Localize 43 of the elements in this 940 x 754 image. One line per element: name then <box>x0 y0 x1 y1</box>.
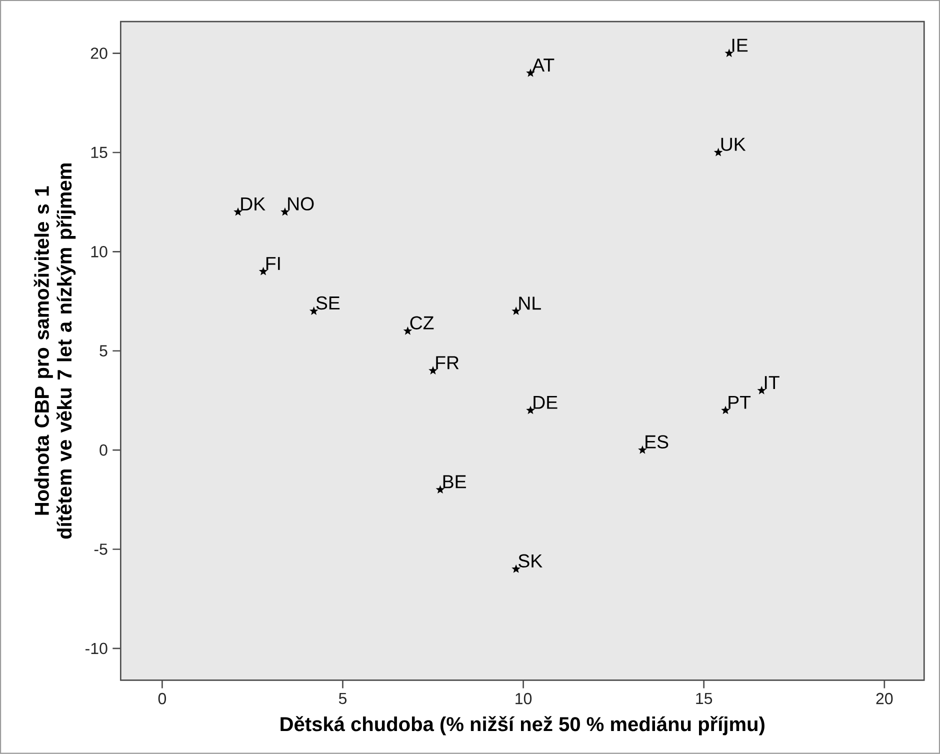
y-tick-label: -5 <box>94 544 108 555</box>
series-label: SE <box>316 296 340 310</box>
point <box>258 266 268 276</box>
point <box>234 207 242 216</box>
x-tick-label: 0 <box>158 693 166 704</box>
point <box>512 306 521 316</box>
point <box>309 306 318 316</box>
point <box>638 445 647 454</box>
y-tick-label: 10 <box>91 246 108 258</box>
series-label: PT <box>728 396 751 409</box>
point <box>526 406 535 414</box>
x-tick-label: 5 <box>338 693 347 704</box>
x-axis-title: Dětská chudoba (% nižší než 50 % mediánu příjmu) <box>280 716 764 736</box>
series-label: NO <box>288 197 314 210</box>
x-tick-label: 15 <box>696 693 712 704</box>
x-tick-label: 20 <box>876 693 893 704</box>
series-label: ES <box>646 435 668 449</box>
series-label: DE <box>534 396 558 409</box>
point <box>757 386 766 394</box>
series-label: AT <box>532 58 554 72</box>
y-tick-label: 20 <box>90 48 108 60</box>
y-tick-label: -10 <box>85 642 108 654</box>
point <box>714 148 723 156</box>
series-label: FR <box>436 356 459 370</box>
x-tick-label: 10 <box>516 693 532 704</box>
series-label: IT <box>764 376 780 390</box>
series-label: BE <box>443 475 466 488</box>
y-tick-label: 5 <box>100 345 108 357</box>
series-label: CZ <box>410 316 434 330</box>
series-label: NL <box>519 296 541 310</box>
series-label: FI <box>266 257 280 270</box>
y-tick-label: 0 <box>100 444 108 456</box>
series-label: SK <box>518 554 542 568</box>
series-label: IE <box>732 38 748 52</box>
series-label: DK <box>241 198 266 210</box>
point <box>721 406 730 414</box>
point <box>280 207 290 216</box>
y-axis-title: Hodnota CBP pro samoživitele s 1 dítětem ve věku 7 let a nízkým příjmem <box>34 164 76 539</box>
series-label: UK <box>721 138 746 151</box>
point <box>436 485 445 494</box>
point <box>428 366 438 375</box>
y-tick-label: 15 <box>91 147 108 158</box>
point <box>724 48 734 58</box>
